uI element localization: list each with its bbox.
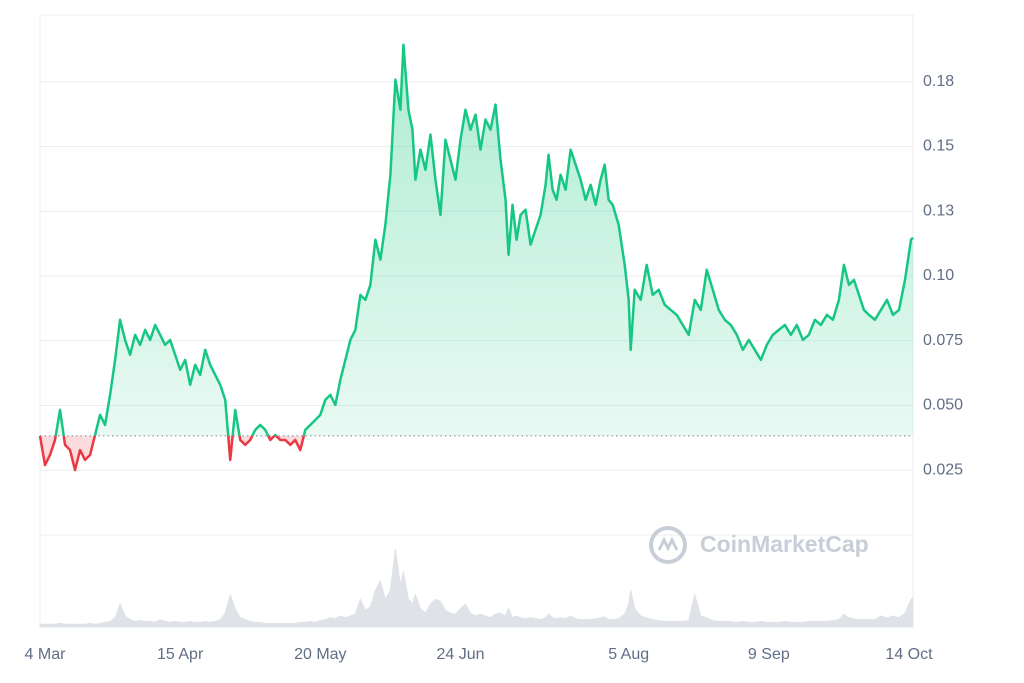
x-tick-label: 15 Apr [157,646,204,663]
x-tick-label: 14 Oct [885,646,933,663]
y-tick-label: 0.18 [923,73,954,90]
price-line-up [39,43,914,436]
y-tick-label: 0.10 [923,267,954,284]
watermark-text: CoinMarketCap [700,531,869,557]
x-tick-label: 4 Mar [25,646,67,663]
y-tick-label: 0.025 [923,461,963,478]
y-tick-label: 0.075 [923,332,963,349]
x-tick-label: 20 May [294,646,346,663]
watermark: CoinMarketCap [649,526,869,564]
area-down [40,435,304,470]
x-tick-label: 24 Jun [436,646,484,663]
volume-area [39,548,914,628]
y-tick-label: 0.050 [923,397,963,414]
y-tick-label: 0.15 [923,138,954,155]
x-tick-label: 5 Aug [608,646,649,663]
area-up [40,44,913,436]
x-tick-label: 9 Sep [748,646,790,663]
y-tick-label: 0.13 [923,202,954,219]
